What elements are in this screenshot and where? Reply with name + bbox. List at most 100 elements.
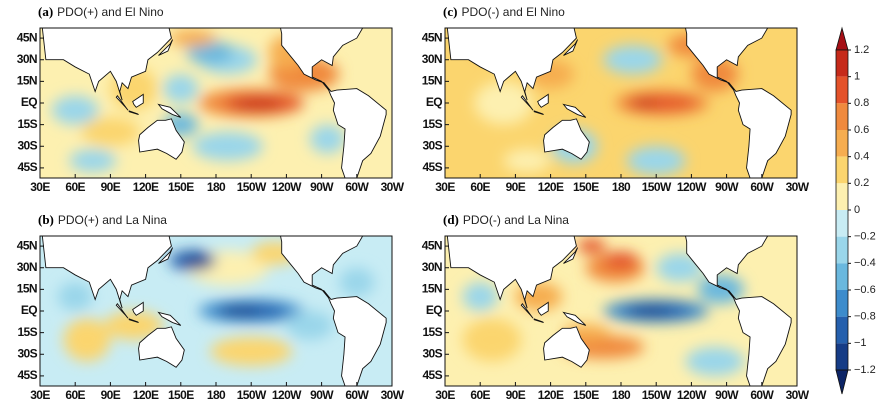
lat-tick-label: 30S bbox=[422, 346, 442, 360]
lat-tick-label: 15S bbox=[422, 325, 442, 339]
lon-tick-label: 60E bbox=[470, 180, 490, 194]
lon-tick-label: 30E bbox=[30, 180, 50, 194]
panel-title: PDO(+) and El Nino bbox=[57, 5, 164, 19]
colorbar-tick-label: −0.2 bbox=[854, 231, 876, 243]
lon-tick-label: 60W bbox=[345, 180, 369, 194]
anomaly bbox=[474, 81, 533, 125]
panel-heading: (d) PDO(-) and La Nina bbox=[443, 212, 569, 227]
lat-tick-label: 45N bbox=[17, 238, 37, 252]
panel-label: (c) bbox=[443, 4, 457, 19]
landmass bbox=[533, 318, 544, 323]
blobs bbox=[462, 238, 745, 376]
panel-heading: (c) PDO(-) and El Nino bbox=[443, 4, 565, 19]
landmass bbox=[41, 28, 172, 101]
lat-tick-label: EQ bbox=[426, 95, 442, 109]
lat-tick-label: 45N bbox=[422, 30, 442, 44]
lon-tick-label: 150W bbox=[642, 180, 672, 194]
lon-tick-label: 120E bbox=[538, 388, 564, 402]
landmass bbox=[543, 326, 590, 368]
lon-tick-label: 90W bbox=[310, 388, 334, 402]
panel-label: (a) bbox=[38, 4, 53, 19]
anomaly-field bbox=[462, 238, 745, 376]
colorbar-bin bbox=[836, 316, 848, 344]
colorbar-bin bbox=[836, 236, 848, 264]
lon-tick-label: 120W bbox=[677, 180, 707, 194]
landmass bbox=[138, 118, 185, 160]
anomaly bbox=[286, 311, 334, 340]
lat-tick-label: 45N bbox=[17, 30, 37, 44]
lon-tick-label: 150E bbox=[573, 388, 599, 402]
colorbar-bin bbox=[836, 210, 848, 237]
lat-tick-label: 45S bbox=[17, 160, 37, 174]
anomaly bbox=[218, 306, 261, 316]
landmass bbox=[115, 303, 129, 319]
panel-title: PDO(-) and El Nino bbox=[461, 5, 565, 19]
anomaly bbox=[63, 318, 111, 362]
anomaly bbox=[462, 282, 498, 312]
lat-tick-label: 30S bbox=[17, 346, 37, 360]
landmass bbox=[685, 28, 792, 178]
anomaly bbox=[169, 29, 217, 47]
lat-tick-label: 30S bbox=[17, 138, 37, 152]
lat-tick-label: EQ bbox=[21, 95, 37, 109]
lon-tick-label: 120E bbox=[538, 180, 564, 194]
lat-tick-label: 15N bbox=[17, 282, 37, 296]
colorbar-tick-label: 0.8 bbox=[854, 97, 869, 109]
landmass bbox=[537, 301, 549, 316]
lat-tick-label: 45S bbox=[422, 160, 442, 174]
anomaly bbox=[192, 131, 263, 161]
land bbox=[41, 28, 387, 178]
panel-heading: (b) PDO(+) and La Nina bbox=[38, 212, 167, 227]
lon-tick-label: 150E bbox=[573, 180, 599, 194]
lat-tick-label: 30N bbox=[17, 52, 37, 66]
colorbar: 1.2 1 0.8 0.6 0.4 0.2 0 −0.2 −0.4 −0.6 −0.8 −1 −1.2 bbox=[835, 26, 876, 395]
landmass bbox=[157, 311, 182, 326]
anomaly bbox=[186, 40, 234, 65]
lat-tick-label: 30N bbox=[17, 260, 37, 274]
lat-tick-label: 30S bbox=[422, 138, 442, 152]
colorbar-tick-label: 0 bbox=[854, 204, 860, 216]
anomaly bbox=[626, 146, 686, 176]
landmass bbox=[138, 326, 185, 368]
lon-tick-label: 90W bbox=[715, 180, 739, 194]
lon-tick-label: 60E bbox=[65, 388, 85, 402]
anomaly bbox=[603, 251, 639, 270]
lat-tick-label: 45S bbox=[17, 368, 37, 382]
colorbar-bin bbox=[836, 50, 848, 77]
lon-tick-label: 90W bbox=[310, 180, 334, 194]
colorbar-extend-top bbox=[835, 26, 849, 51]
lat-tick-label: 45S bbox=[422, 368, 442, 382]
lon-tick-label: 30W bbox=[381, 180, 405, 194]
lon-tick-label: 60E bbox=[65, 180, 85, 194]
landmass bbox=[41, 236, 172, 309]
lon-tick-label: 30W bbox=[381, 388, 405, 402]
lon-tick-label: 120W bbox=[272, 388, 302, 402]
lon-tick-label: 180 bbox=[207, 180, 226, 194]
landmass bbox=[115, 95, 129, 111]
landmass bbox=[543, 118, 590, 160]
lon-tick-label: 120E bbox=[133, 388, 159, 402]
colorbar-bin bbox=[836, 290, 848, 317]
landmass bbox=[562, 103, 587, 118]
blobs bbox=[57, 241, 375, 366]
landmass bbox=[280, 28, 387, 178]
lon-tick-label: 60E bbox=[470, 388, 490, 402]
lon-tick-label: 30E bbox=[435, 180, 455, 194]
anomaly bbox=[210, 336, 293, 366]
colorbar-extend-bottom bbox=[835, 369, 849, 395]
anomaly bbox=[656, 253, 704, 283]
panel-title: PDO(+) and La Nina bbox=[58, 213, 167, 227]
anomaly bbox=[629, 306, 672, 316]
lat-tick-label: 30N bbox=[422, 52, 442, 66]
lat-tick-label: 15N bbox=[422, 282, 442, 296]
colorbar-bin bbox=[836, 156, 848, 184]
land bbox=[446, 28, 792, 178]
colorbar-tick-label: −0.4 bbox=[854, 257, 876, 269]
map-panel: (b) PDO(+) and La Nina 45N 30N 15N EQ 15S 30S 45… bbox=[17, 212, 406, 402]
lon-tick-label: 90E bbox=[506, 180, 526, 194]
lat-tick-label: EQ bbox=[426, 303, 442, 317]
colorbar-tick-label: 1.2 bbox=[854, 44, 869, 56]
lat-tick-label: 15S bbox=[17, 325, 37, 339]
anomaly bbox=[503, 149, 551, 173]
